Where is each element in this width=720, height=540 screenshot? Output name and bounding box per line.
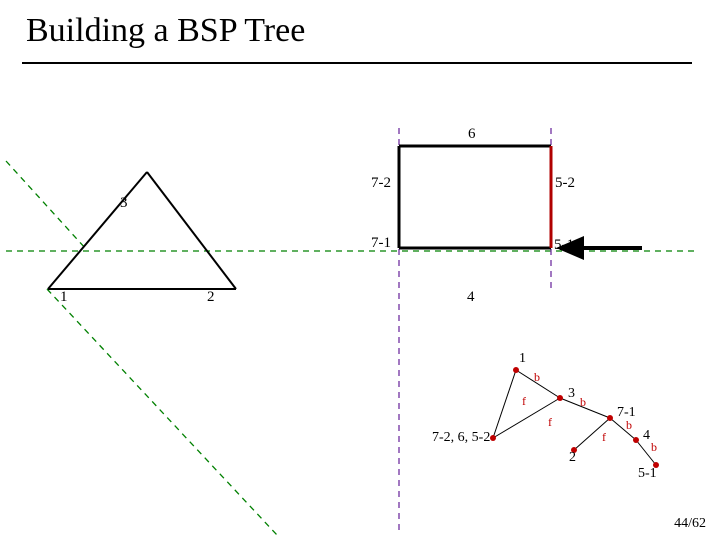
edge-label-5-1: 5-1 [554, 237, 574, 254]
edge-label-5-2: 5-2 [555, 175, 575, 192]
edge-label-1: 1 [60, 289, 68, 306]
tree-node-label: 3 [568, 386, 575, 402]
tree-edge-label: b [534, 370, 540, 385]
tree-edge-label: f [548, 415, 552, 430]
tree-edge-label: b [651, 440, 657, 455]
tree-edge-label: f [522, 394, 526, 409]
page-number: 44/62 [674, 516, 706, 532]
tree-node-label: 7-1 [617, 405, 636, 421]
edge-label-6: 6 [468, 126, 476, 143]
edge-label-3: 3 [120, 195, 128, 212]
edge-label-7-2: 7-2 [371, 175, 391, 192]
diagram-svg [0, 0, 720, 540]
tree-node-label: 2 [569, 450, 576, 466]
edge-label-4: 4 [467, 289, 475, 306]
tree-edge-label: f [602, 430, 606, 445]
edge-label-7-1: 7-1 [371, 235, 391, 252]
edge-label-2: 2 [207, 289, 215, 306]
tree-edge-label: b [580, 395, 586, 410]
slide: Building a BSP Tree 123467-25-27-15-1bfb… [0, 0, 720, 540]
tree-node-label: 1 [519, 351, 526, 367]
tree-node-label: 7-2, 6, 5-2 [432, 430, 490, 446]
tree-node-label: 5-1 [638, 466, 657, 482]
tree-node-label: 4 [643, 428, 650, 444]
